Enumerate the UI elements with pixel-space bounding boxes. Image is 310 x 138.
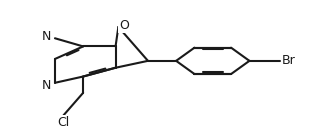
Text: N: N <box>42 79 51 92</box>
Text: Cl: Cl <box>57 116 69 129</box>
Text: Br: Br <box>282 54 295 67</box>
Text: O: O <box>119 19 129 32</box>
Text: N: N <box>42 30 51 43</box>
